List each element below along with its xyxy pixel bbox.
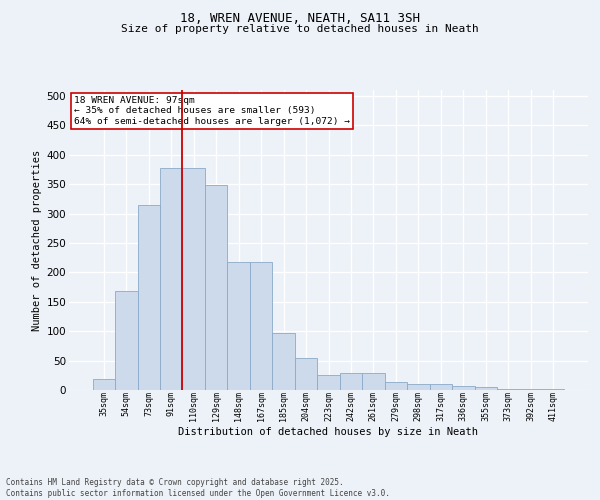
- Bar: [205, 186, 227, 390]
- Bar: [115, 291, 137, 390]
- Text: Size of property relative to detached houses in Neath: Size of property relative to detached ho…: [121, 24, 479, 34]
- Bar: [137, 204, 160, 390]
- Bar: [430, 384, 452, 390]
- Text: 18, WREN AVENUE, NEATH, SA11 3SH: 18, WREN AVENUE, NEATH, SA11 3SH: [180, 12, 420, 26]
- Bar: [250, 262, 272, 390]
- Text: Contains HM Land Registry data © Crown copyright and database right 2025.
Contai: Contains HM Land Registry data © Crown c…: [6, 478, 390, 498]
- X-axis label: Distribution of detached houses by size in Neath: Distribution of detached houses by size …: [179, 427, 479, 437]
- Bar: [227, 262, 250, 390]
- Bar: [317, 376, 340, 390]
- Bar: [452, 386, 475, 390]
- Bar: [272, 333, 295, 390]
- Bar: [160, 168, 182, 390]
- Bar: [92, 380, 115, 390]
- Bar: [497, 389, 520, 390]
- Bar: [475, 387, 497, 390]
- Bar: [182, 168, 205, 390]
- Bar: [362, 373, 385, 390]
- Y-axis label: Number of detached properties: Number of detached properties: [32, 150, 43, 330]
- Bar: [340, 373, 362, 390]
- Text: 18 WREN AVENUE: 97sqm
← 35% of detached houses are smaller (593)
64% of semi-det: 18 WREN AVENUE: 97sqm ← 35% of detached …: [74, 96, 350, 126]
- Bar: [385, 382, 407, 390]
- Bar: [295, 358, 317, 390]
- Bar: [407, 384, 430, 390]
